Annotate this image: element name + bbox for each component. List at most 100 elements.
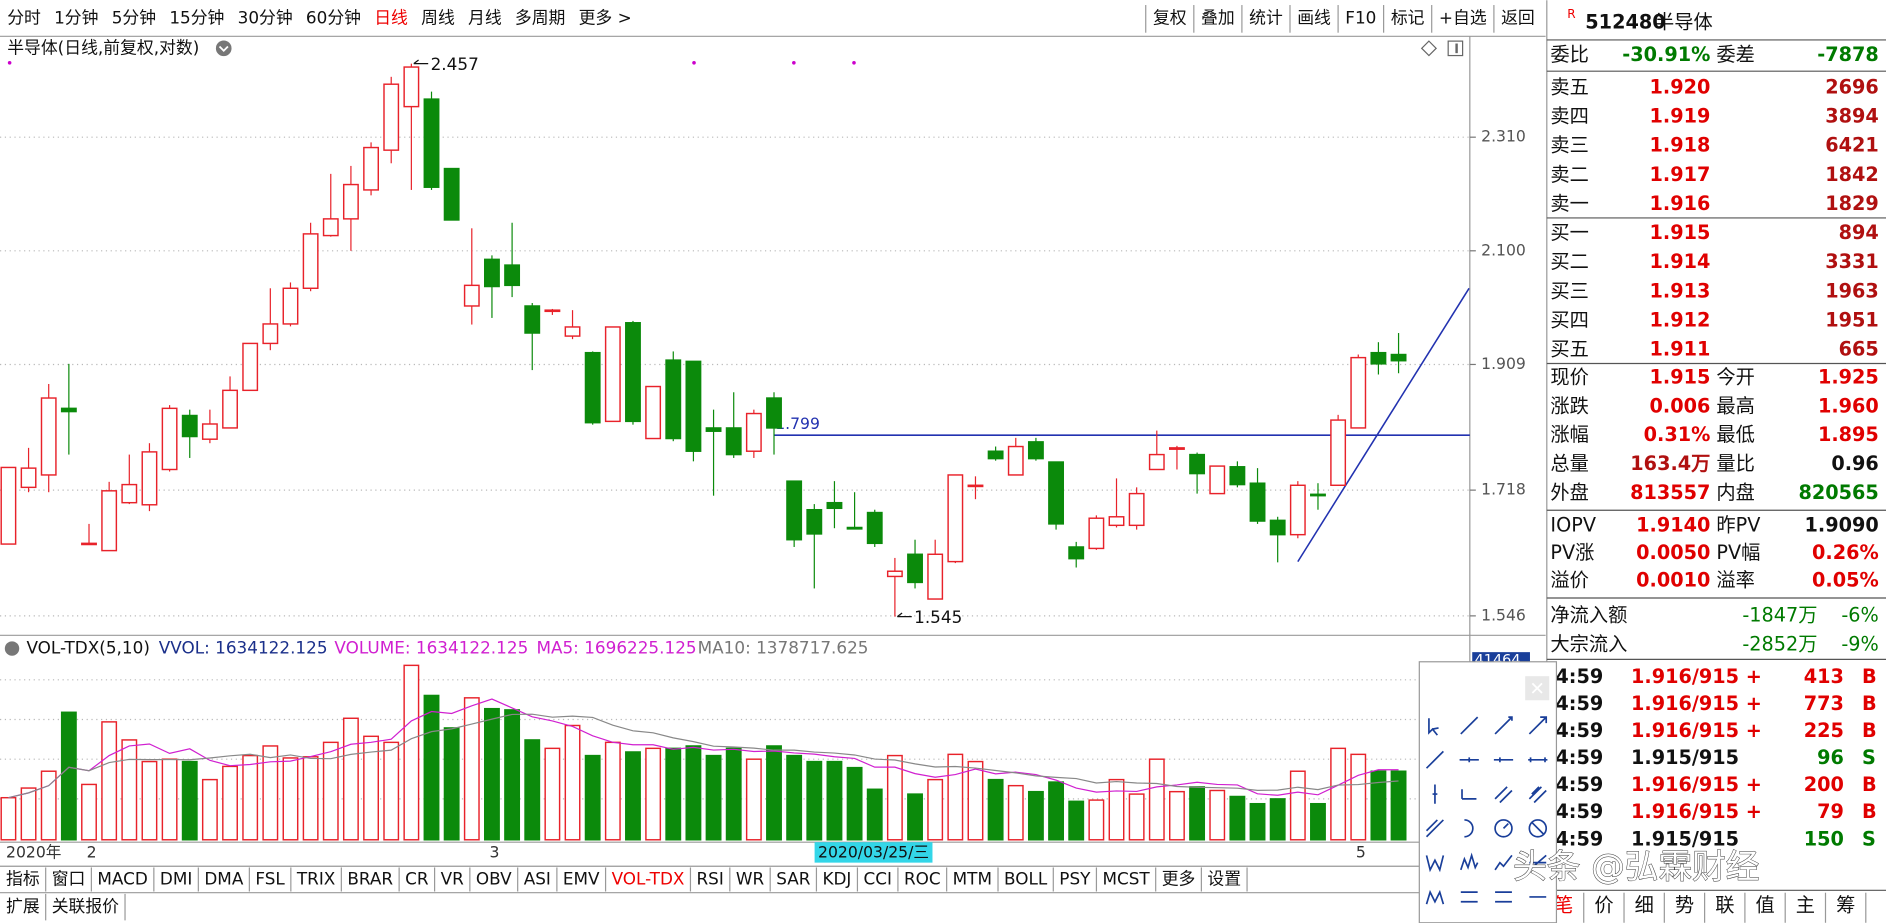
palette-tool[interactable] [1493, 757, 1514, 763]
indicator-tab[interactable]: MTM [953, 868, 992, 888]
quote-tab[interactable]: 主 [1796, 893, 1815, 916]
quote-tab[interactable]: 筹 [1836, 893, 1855, 916]
palette-tool[interactable] [1528, 786, 1547, 804]
period-tab[interactable]: 5分钟 [112, 7, 156, 27]
quote-value: 1.9090 [1805, 513, 1879, 536]
diamond-icon[interactable] [1420, 40, 1438, 57]
indicator-tab[interactable]: VOL-TDX [612, 868, 685, 888]
candle-body [625, 322, 641, 423]
palette-tool[interactable] [1459, 757, 1479, 763]
tool-button[interactable]: F10 [1345, 7, 1376, 27]
tool-button[interactable]: 返回 [1501, 7, 1535, 27]
tool-button[interactable]: 标记 [1391, 7, 1425, 27]
candle-body [121, 483, 138, 504]
indicator-tab[interactable]: BOLL [1004, 868, 1048, 888]
indicator-tab[interactable]: DMI [160, 868, 192, 888]
period-tab[interactable]: 周线 [421, 7, 455, 27]
tool-button[interactable]: 画线 [1297, 7, 1331, 27]
palette-tool[interactable] [1494, 819, 1513, 838]
palette-tool[interactable] [1528, 716, 1548, 735]
palette-tool[interactable] [1432, 784, 1438, 804]
palette-tool[interactable] [1425, 819, 1444, 838]
period-tab[interactable]: 更多 > [579, 7, 632, 27]
panel-icon[interactable] [1447, 40, 1464, 57]
tick-side: B [1862, 692, 1877, 715]
indicator-tab[interactable]: KDJ [822, 868, 851, 888]
palette-tool[interactable] [1425, 750, 1444, 769]
extra-tab[interactable]: 关联报价 [52, 896, 119, 916]
indicator-tab[interactable]: ASI [524, 868, 551, 888]
indicator-tab[interactable]: TRIX [296, 868, 335, 888]
tool-button[interactable]: +自选 [1439, 7, 1487, 27]
indicator-tab[interactable]: PSY [1059, 868, 1091, 888]
quote-tab[interactable]: 值 [1755, 893, 1774, 916]
indicator-tab[interactable]: EMV [563, 868, 600, 888]
indicator-tab[interactable]: SAR [776, 868, 811, 888]
title-menu-icon[interactable] [215, 40, 232, 57]
quote-tab[interactable]: 价 [1594, 893, 1613, 916]
indicator-tab[interactable]: MACD [97, 868, 147, 888]
indicator-tab[interactable]: CCI [863, 868, 891, 888]
palette-tool[interactable] [1460, 716, 1479, 735]
period-tab[interactable]: 1分钟 [54, 7, 98, 27]
tool-button[interactable]: 统计 [1249, 7, 1283, 27]
period-tab[interactable]: 60分钟 [306, 7, 361, 27]
quote-label: 昨PV [1716, 513, 1760, 536]
extra-tab[interactable]: 扩展 [6, 896, 40, 916]
quote-label: 大宗流入 [1550, 632, 1627, 655]
palette-tool[interactable] [1494, 786, 1513, 804]
palette-tool[interactable] [1464, 819, 1474, 838]
period-tab[interactable]: 月线 [468, 7, 502, 27]
volume-bar [584, 754, 601, 841]
indicator-tab[interactable]: ROC [904, 868, 941, 888]
volume-bar [1330, 747, 1347, 841]
marker-dot [7, 60, 12, 65]
volume-bar [81, 783, 97, 841]
indicator-tab[interactable]: DMA [204, 868, 243, 888]
tool-button[interactable]: 复权 [1153, 7, 1187, 27]
palette-tool[interactable] [1495, 891, 1512, 903]
volume-bar [987, 778, 1004, 841]
palette-tool[interactable] [1494, 854, 1513, 871]
quote-name: 半导体 [1655, 11, 1713, 34]
indicator-tab[interactable]: RSI [696, 868, 723, 888]
indicator-tab[interactable]: VR [441, 868, 465, 888]
candle-body [907, 553, 923, 584]
period-tab[interactable]: 30分钟 [238, 7, 293, 27]
quote-tab[interactable]: 细 [1635, 893, 1654, 916]
indicator-tab[interactable]: BRAR [347, 868, 393, 888]
palette-tool[interactable] [1425, 855, 1445, 873]
palette-tool[interactable] [1460, 852, 1479, 871]
tool-button[interactable]: 叠加 [1201, 7, 1235, 27]
indicator-tab[interactable]: WR [736, 868, 765, 888]
volume-bar [766, 745, 782, 841]
volume-menu-icon[interactable] [4, 641, 20, 656]
indicator-tab[interactable]: MCST [1102, 868, 1150, 888]
palette-tool[interactable] [1528, 819, 1548, 838]
indicator-tab[interactable]: 指标 [6, 868, 40, 888]
quote-price: 1.912 [1650, 308, 1711, 331]
palette-tool[interactable] [1528, 854, 1547, 871]
quote-tab[interactable]: 笔 [1554, 893, 1573, 916]
volume-bar [1229, 795, 1246, 841]
toolbar: 分时 1分钟 5分钟 15分钟 30分钟 60分钟 日线 周线 月线 多周期 更多 > 返回 +自选标记… [0, 5, 1546, 37]
palette-tool[interactable] [1528, 757, 1548, 763]
indicator-tab[interactable]: 更多 [1162, 868, 1196, 888]
indicator-tab[interactable]: 设置 [1207, 868, 1241, 888]
volume-bar [302, 756, 319, 841]
palette-tool[interactable] [1494, 716, 1513, 735]
period-tab[interactable]: 日线 [374, 7, 408, 27]
quote-tab[interactable]: 势 [1675, 893, 1694, 916]
palette-tool[interactable] [1425, 889, 1445, 905]
palette-tool[interactable] [1460, 891, 1478, 903]
quote-tab[interactable]: 联 [1715, 893, 1734, 916]
indicator-tab[interactable]: 窗口 [52, 868, 86, 888]
indicator-tab[interactable]: CR [405, 868, 429, 888]
period-tab[interactable]: 15分钟 [169, 7, 224, 27]
indicator-tab[interactable]: OBV [476, 868, 512, 888]
palette-tool[interactable] [1428, 718, 1439, 736]
palette-tool[interactable] [1461, 789, 1477, 800]
indicator-tab[interactable]: FSL [255, 868, 285, 888]
period-tab[interactable]: 分时 [7, 7, 41, 27]
period-tab[interactable]: 多周期 [515, 7, 565, 27]
